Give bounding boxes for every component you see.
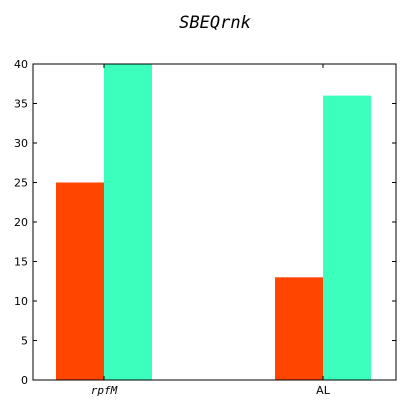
y-tick-label-10: 10 (14, 295, 28, 308)
y-tick-label-35: 35 (14, 98, 28, 111)
y-tick-label-15: 15 (14, 256, 28, 269)
y-tick-label-20: 20 (14, 216, 28, 229)
y-tick-label-0: 0 (21, 374, 28, 387)
bar-rpfm-series-1 (56, 182, 104, 380)
axes-layer: rpfM AL 0 5 10 15 20 25 30 35 40 (14, 58, 396, 397)
y-tick-label-30: 30 (14, 137, 28, 150)
y-tick-label-25: 25 (14, 177, 28, 190)
x-tick-label-al: AL (316, 384, 331, 397)
y-tick-label-5: 5 (21, 335, 28, 348)
y-tick-label-40: 40 (14, 58, 28, 71)
bars-layer (56, 64, 371, 380)
x-tick-label-rpfm: rpfM (91, 384, 118, 397)
bar-rpfm-series-2 (104, 64, 152, 380)
bar-al-series-2 (323, 95, 371, 380)
bar-al-series-1 (275, 277, 323, 380)
chart-title: SBEQrnk (179, 13, 251, 33)
